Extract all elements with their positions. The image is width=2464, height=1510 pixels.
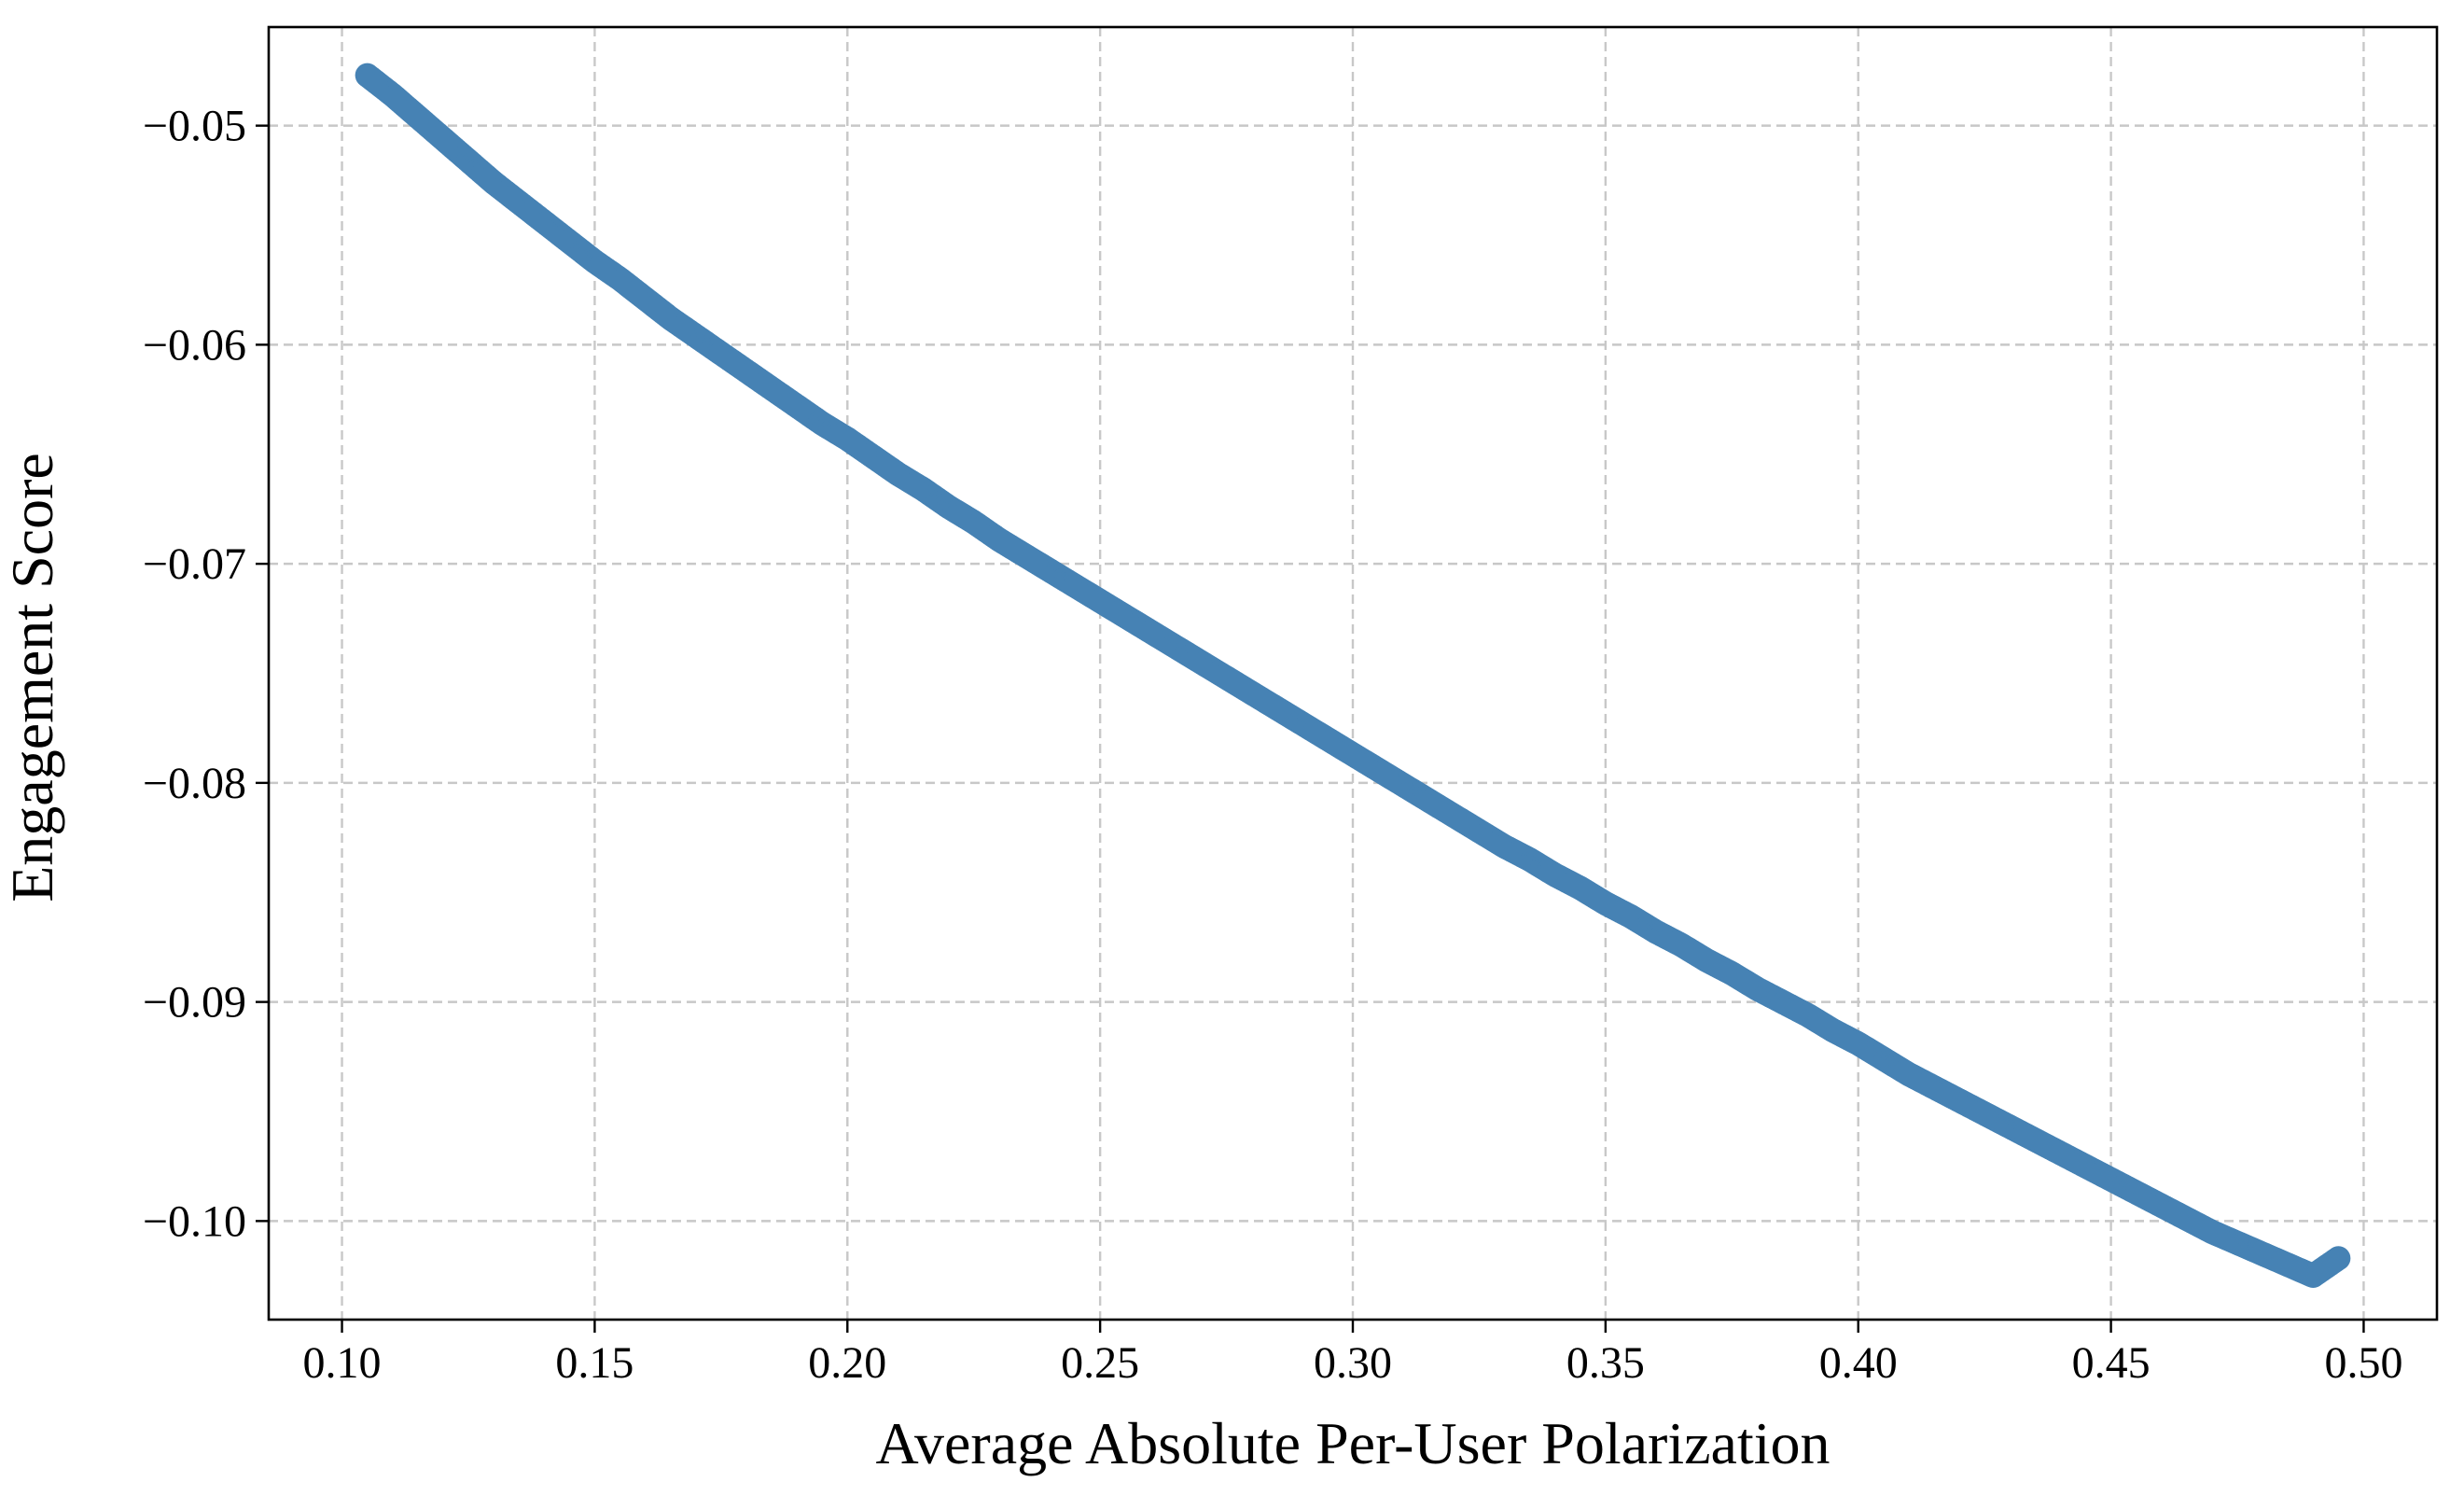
y-tick-label: −0.10 [143, 1196, 246, 1246]
x-tick-label: 0.25 [1061, 1338, 1139, 1388]
y-tick-label: −0.05 [143, 102, 246, 151]
x-tick-label: 0.40 [1819, 1338, 1898, 1388]
y-tick-label: −0.08 [143, 759, 246, 808]
x-tick-label: 0.10 [303, 1338, 382, 1388]
y-tick-label: −0.06 [143, 320, 246, 370]
y-tick-label: −0.09 [143, 978, 246, 1028]
x-tick-label: 0.15 [555, 1338, 633, 1388]
x-tick-label: 0.50 [2324, 1338, 2402, 1388]
x-tick-label: 0.35 [1566, 1338, 1645, 1388]
x-tick-label: 0.20 [808, 1338, 886, 1388]
grid-layer [269, 27, 2437, 1320]
x-tick-label: 0.45 [2072, 1338, 2151, 1388]
ticks-layer: 0.10 0.15 0.20 0.25 0.30 0.35 0.40 0.45 0.50 −0.1… [143, 102, 2403, 1388]
points-layer [355, 63, 2351, 1289]
y-tick-label: −0.07 [143, 539, 246, 589]
x-axis-title: Average Absolute Per-User Polarization [876, 1410, 1831, 1476]
y-axis-title: Engagement Score [0, 453, 65, 902]
x-tick-label: 0.30 [1314, 1338, 1392, 1388]
scatter-point [2326, 1246, 2351, 1271]
